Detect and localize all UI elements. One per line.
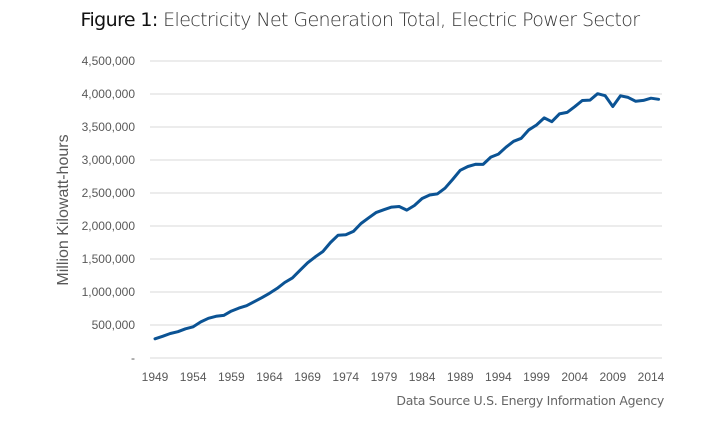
x-tick-label: 2014 <box>638 370 665 384</box>
y-tick-label: 4,500,000 <box>82 54 136 68</box>
y-axis-ticks: - 500,000 1,000,000 1,500,000 2,000,000 2,500… <box>82 54 136 365</box>
y-tick-label: 2,500,000 <box>82 186 136 200</box>
data-source-note: Data Source U.S. Energy Information Agen… <box>396 393 664 408</box>
chart-title-lead: Figure 1: <box>80 9 159 31</box>
chart-title: Figure 1: Electricity Net Generation Tot… <box>0 9 720 31</box>
gridlines <box>150 60 662 359</box>
x-tick-label: 1954 <box>180 370 207 384</box>
y-axis-label: Million Kilowatt-hours <box>55 134 72 285</box>
y-tick-label: - <box>131 351 135 365</box>
y-tick-label: 1,500,000 <box>82 252 136 266</box>
series-line <box>153 92 661 341</box>
y-tick-label: 3,000,000 <box>82 153 136 167</box>
x-tick-label: 1964 <box>256 370 283 384</box>
x-axis-ticks: 1949 1954 1959 1964 1969 1974 1979 1984 1989 1994… <box>142 370 665 384</box>
x-tick-label: 1989 <box>447 370 474 384</box>
y-tick-label: 2,000,000 <box>82 219 136 233</box>
x-tick-label: 1974 <box>332 370 359 384</box>
y-tick-label: 1,000,000 <box>82 285 136 299</box>
x-tick-label: 1959 <box>218 370 245 384</box>
x-tick-label: 1979 <box>371 370 398 384</box>
x-tick-label: 2004 <box>561 370 588 384</box>
x-tick-label: 1999 <box>523 370 550 384</box>
x-tick-label: 1984 <box>409 370 436 384</box>
x-tick-label: 1994 <box>485 370 512 384</box>
x-tick-label: 1949 <box>142 370 169 384</box>
y-tick-label: 3,500,000 <box>82 120 136 134</box>
series-group <box>153 92 661 341</box>
y-tick-label: 4,000,000 <box>82 87 136 101</box>
y-tick-label: 500,000 <box>92 318 136 332</box>
chart-title-rest: Electricity Net Generation Total, Electr… <box>157 9 640 31</box>
x-tick-label: 1969 <box>294 370 321 384</box>
x-tick-label: 2009 <box>599 370 626 384</box>
